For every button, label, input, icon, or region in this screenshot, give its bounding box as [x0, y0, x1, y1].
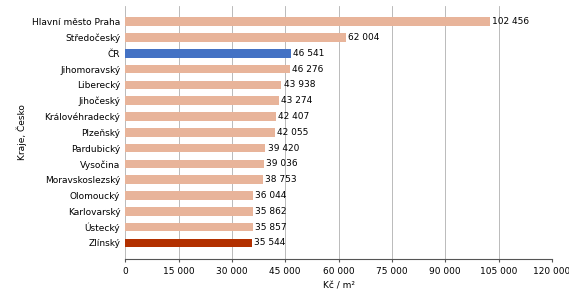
Text: 35 544: 35 544 — [254, 238, 285, 247]
Bar — [125, 112, 276, 121]
Bar — [125, 96, 279, 105]
Text: 46 541: 46 541 — [293, 49, 324, 58]
Bar — [125, 81, 282, 89]
Bar — [125, 49, 291, 58]
Bar — [125, 144, 265, 153]
Text: 46 276: 46 276 — [292, 65, 323, 74]
Text: 43 938: 43 938 — [283, 80, 315, 89]
Text: 102 456: 102 456 — [492, 17, 529, 26]
Bar — [125, 223, 253, 231]
Bar — [125, 207, 253, 216]
Bar — [125, 160, 264, 168]
Text: 42 055: 42 055 — [277, 128, 308, 137]
Bar — [125, 17, 489, 26]
Y-axis label: Kraje, Česko: Kraje, Česko — [16, 104, 27, 160]
Text: 35 857: 35 857 — [255, 223, 286, 232]
Bar — [125, 175, 263, 184]
Text: 35 862: 35 862 — [255, 207, 286, 216]
Text: 42 407: 42 407 — [278, 112, 310, 121]
Bar — [125, 65, 290, 74]
Bar — [125, 238, 251, 247]
Bar — [125, 33, 346, 42]
Text: 38 753: 38 753 — [265, 175, 297, 184]
Bar — [125, 191, 253, 200]
Text: 39 036: 39 036 — [266, 159, 298, 168]
Text: 43 274: 43 274 — [281, 96, 312, 105]
Text: 39 420: 39 420 — [267, 143, 299, 153]
Text: 36 044: 36 044 — [255, 191, 287, 200]
Text: 62 004: 62 004 — [348, 33, 379, 42]
Bar — [125, 128, 275, 137]
X-axis label: Kč / m²: Kč / m² — [323, 282, 354, 290]
